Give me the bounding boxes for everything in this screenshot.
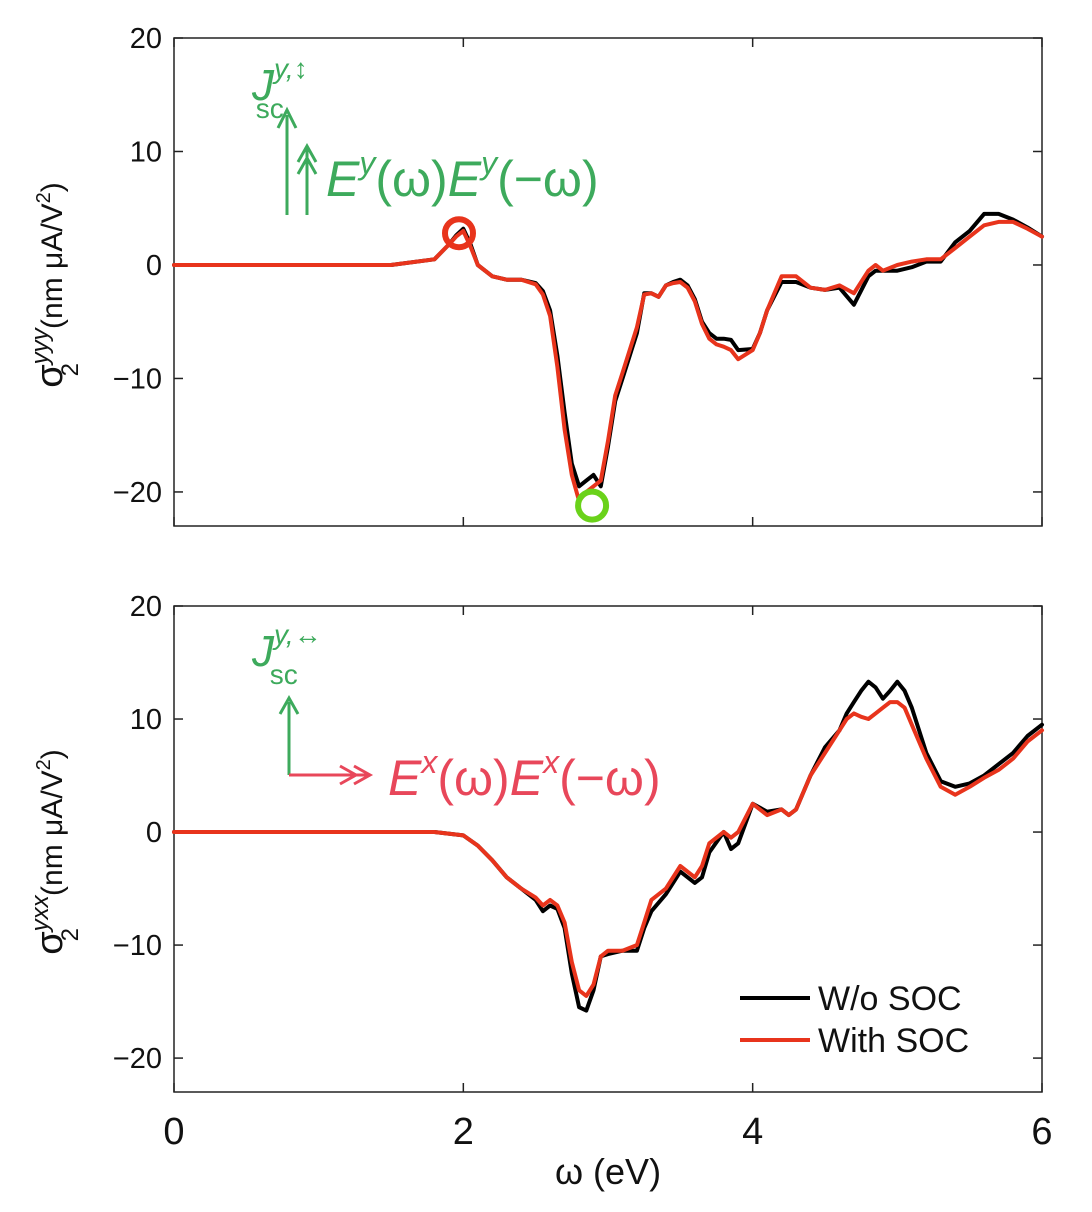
xtick-label: 0 [163,1111,184,1153]
top-current-arrowhead [276,106,298,129]
top-current-sub: sc [256,93,284,124]
bottom-ylabel-unit: (nm μA/V [36,770,69,896]
xtick-label: 4 [742,1111,763,1153]
top-ytick-label: 0 [146,250,162,282]
top-field-arg1: (ω) [375,151,447,207]
top-ytick-label: −20 [113,477,162,509]
top-ylabel-unit-sup: 2 [33,192,55,203]
top-current-symbol: J [251,61,275,110]
bottom-series-with-soc [172,700,1044,998]
bottom-current-arrowhead [278,694,300,715]
top-ytick-label: 20 [130,23,162,55]
top-marker-circle-1 [575,488,610,523]
top-field-sup1: y [357,145,377,181]
top-field-label: Ey(ω)Ey(−ω) [326,145,599,207]
bottom-ytick-label: −10 [113,930,162,962]
top-current-sup: y,↕ [272,53,308,84]
bottom-ylabel-sup: yxx [27,894,54,933]
bottom-current-sub: sc [270,659,298,690]
bottom-field-E2: E [510,750,544,806]
bottom-current-label: Jy,↔ sc [251,619,322,690]
top-current-label: Jy,↕ sc [251,53,308,124]
bottom-current-symbol: J [251,627,275,676]
top-annotation: Jy,↕ sc Ey(ω)Ey(−ω) [251,53,599,215]
top-field-sup2: y [479,145,499,181]
bottom-field-arg2: (−ω) [559,750,661,806]
bottom-field-label: Ex(ω)Ex(−ω) [388,744,661,806]
bottom-ytick-label: −20 [113,1043,162,1075]
top-ylabel-sup: yyy [27,326,54,366]
bottom-ytick-label: 0 [146,817,162,849]
top-ylabel-sub: 2 [57,363,84,376]
bottom-ylabel: σyxx2(nm μA/V2) [27,749,84,955]
bottom-ylabel-sub: 2 [57,928,84,941]
top-series-with-soc [172,219,1044,503]
legend-label-wo-soc: W/o SOC [818,980,962,1018]
top-ytick-label: 10 [130,136,162,168]
bottom-current-sup: y,↔ [272,619,322,650]
bottom-ytick-label: 20 [130,591,162,623]
top-series [172,211,1044,503]
bottom-axes-frame [173,605,1043,1093]
bottom-field-sup2: x [541,744,560,780]
bottom-field-arrowhead-1 [339,764,360,786]
top-ylabel-symbol: σ [29,364,71,387]
top-field-E1: E [326,151,360,207]
top-field-E2: E [448,151,482,207]
bottom-field-sup1: x [419,744,438,780]
legend: W/o SOC With SOC [740,980,969,1060]
x-axis-label: ω (eV) [555,1151,661,1192]
bottom-annotation: Jy,↔ sc Ex(ω)Ex(−ω) [251,619,661,806]
top-field-arrowhead-2 [296,154,318,175]
top-ylabel: σyyy2(nm μA/V2) [27,182,84,388]
top-ylabel-unit-close: ) [36,182,69,192]
xtick-label: 6 [1031,1111,1052,1153]
bottom-field-arg1: (ω) [437,750,509,806]
bottom-ticks: 20 10 0 −10 −20 0 2 4 6 [113,591,1053,1153]
top-marker-circle-0 [441,216,476,251]
top-ticks: 20 10 0 −10 −20 [113,23,1043,526]
bottom-series-wo-soc [172,679,1044,1013]
top-field-arrowhead-1 [296,142,318,163]
bottom-series [172,679,1044,1013]
bottom-ytick-label: 10 [130,704,162,736]
legend-label-with-soc: With SOC [818,1022,969,1060]
bottom-ylabel-symbol: σ [29,931,71,954]
xtick-label: 2 [453,1111,474,1153]
top-ylabel-unit: (nm μA/V [36,203,69,329]
bottom-field-arrowhead-2 [353,764,374,786]
bottom-ylabel-unit-close: ) [36,749,69,759]
top-ytick-label: −10 [113,363,162,395]
bottom-field-E1: E [388,750,422,806]
top-markers [441,216,610,523]
bottom-ylabel-unit-sup: 2 [33,759,55,770]
top-axes-frame [173,37,1043,527]
top-field-arg2: (−ω) [497,151,599,207]
